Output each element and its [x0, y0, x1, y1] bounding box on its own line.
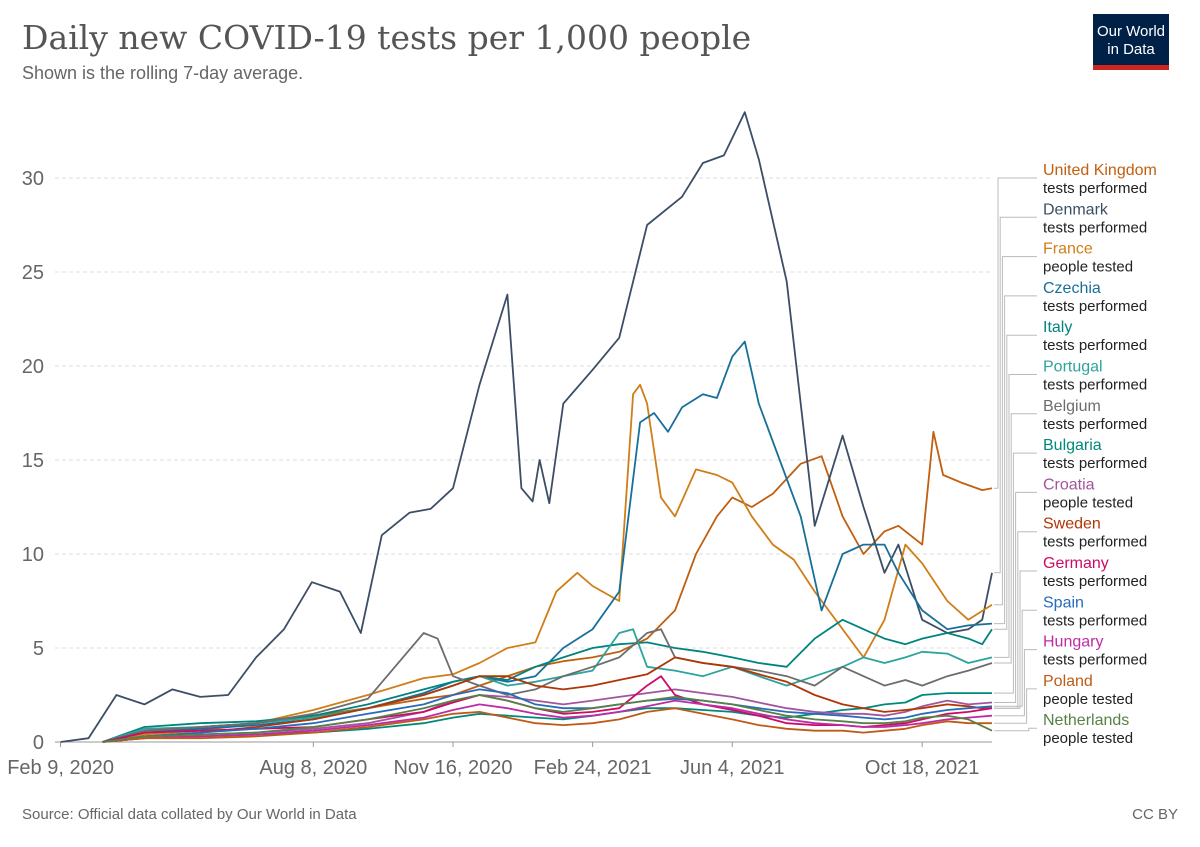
- legend-metric: tests performed: [1043, 652, 1147, 669]
- legend-metric: tests performed: [1043, 337, 1147, 354]
- y-tick-label: 0: [33, 732, 44, 754]
- gridlines: [55, 177, 992, 743]
- legend-connectors: [994, 177, 1037, 732]
- legend-country: Czechia: [1043, 280, 1101, 297]
- series-lines: [60, 111, 993, 743]
- series-line-netherlands[interactable]: [102, 694, 993, 743]
- legend-country: Sweden: [1043, 516, 1101, 533]
- series-line-croatia[interactable]: [102, 688, 993, 743]
- y-tick-label: 10: [22, 544, 44, 566]
- x-tick-label: Aug 8, 2020: [259, 757, 367, 779]
- legend-country: Spain: [1043, 594, 1084, 611]
- y-tick-label: 15: [22, 450, 44, 472]
- source-note: Source: Official data collated by Our Wo…: [22, 806, 357, 823]
- legend-metric: tests performed: [1043, 416, 1147, 433]
- legend-connector: [994, 570, 1037, 709]
- legend-country: Poland: [1043, 673, 1093, 690]
- legend-metric: tests performed: [1043, 180, 1147, 197]
- legend-connector: [994, 649, 1037, 717]
- x-axis-ticks: Feb 9, 2020 Aug 8, 2020 Nov 16, 2020 Feb 24…: [7, 742, 979, 779]
- legend-connector: [994, 491, 1037, 703]
- x-tick-label: Feb 24, 2021: [534, 757, 652, 779]
- legend-connector: [994, 374, 1037, 658]
- series-line-hungary[interactable]: [102, 699, 993, 743]
- legend-metric: tests performed: [1043, 534, 1147, 551]
- legend-country: Bulgaria: [1043, 437, 1102, 454]
- legend-metric: people tested: [1043, 259, 1133, 276]
- license-link[interactable]: CC BY: [1132, 806, 1178, 823]
- legend-connector: [994, 413, 1037, 664]
- y-tick-label: 25: [22, 262, 44, 284]
- y-tick-label: 20: [22, 356, 44, 378]
- legend-country: Portugal: [1043, 359, 1103, 376]
- legend-country: United Kingdom: [1043, 162, 1157, 179]
- chart-subtitle: Shown is the rolling 7-day average.: [22, 63, 304, 83]
- y-tick-label: 5: [33, 638, 44, 660]
- x-tick-label: Oct 18, 2021: [865, 757, 980, 779]
- series-line-bulgaria[interactable]: [102, 692, 993, 743]
- logo-line-2: in Data: [1107, 41, 1155, 58]
- series-line-denmark[interactable]: [60, 111, 993, 743]
- legend-metric: tests performed: [1043, 612, 1147, 629]
- legend-metric: tests performed: [1043, 455, 1147, 472]
- legend-metric: people tested: [1043, 494, 1133, 511]
- legend-connector: [994, 452, 1037, 694]
- legend-metric: tests performed: [1043, 219, 1147, 236]
- line-chart: 0 5 10 15 20 25 30 Feb 9, 2020 Aug 8, 2020 Nov 1…: [7, 111, 1157, 779]
- legend-connector: [994, 688, 1037, 724]
- series-line-italy[interactable]: [102, 618, 993, 743]
- chart-title: Daily new COVID-19 tests per 1,000 peopl…: [22, 18, 752, 57]
- series-line-sweden[interactable]: [102, 656, 993, 743]
- series-line-united-kingdom[interactable]: [102, 430, 993, 743]
- owid-logo[interactable]: Our World in Data: [1093, 14, 1169, 70]
- legend-connector: [994, 256, 1037, 606]
- legend-metric: people tested: [1043, 691, 1133, 708]
- y-tick-label: 30: [22, 168, 44, 190]
- series-line-poland[interactable]: [102, 707, 993, 743]
- x-tick-label: Feb 9, 2020: [7, 757, 114, 779]
- y-axis-ticks: 0 5 10 15 20 25 30: [22, 168, 44, 754]
- legend-country: Italy: [1043, 319, 1072, 336]
- legend-connector: [994, 295, 1037, 625]
- x-tick-label: Jun 4, 2021: [680, 757, 785, 779]
- legend-country: Germany: [1043, 555, 1109, 572]
- legend-connector: [994, 177, 1037, 489]
- legend-country: Croatia: [1043, 476, 1095, 493]
- legend-country: Denmark: [1043, 201, 1109, 218]
- series-line-belgium[interactable]: [102, 628, 993, 743]
- series-line-france[interactable]: [102, 383, 993, 743]
- legend-country: Belgium: [1043, 398, 1101, 415]
- legend-connector: [994, 727, 1037, 732]
- legend-metric: tests performed: [1043, 298, 1147, 315]
- legend-country: France: [1043, 241, 1093, 258]
- series-line-czechia[interactable]: [102, 340, 993, 743]
- legend-connector: [994, 609, 1037, 707]
- legend-connector: [994, 334, 1037, 630]
- legend-country: Hungary: [1043, 634, 1103, 651]
- legend-metric: tests performed: [1043, 573, 1147, 590]
- logo-line-1: Our World: [1096, 23, 1166, 40]
- logo-accent-bar: [1093, 65, 1169, 70]
- legend-connector: [994, 216, 1037, 574]
- legend-country: Netherlands: [1043, 712, 1129, 729]
- legend-metric: tests performed: [1043, 377, 1147, 394]
- legend-metric: people tested: [1043, 730, 1133, 747]
- x-tick-label: Nov 16, 2020: [393, 757, 512, 779]
